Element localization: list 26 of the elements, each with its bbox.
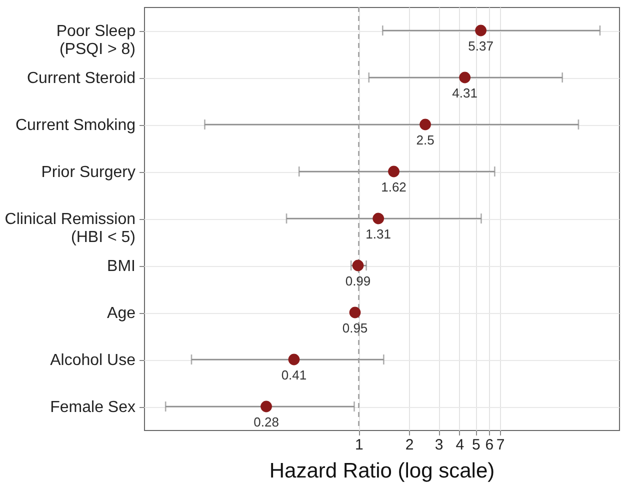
data-label: 2.5 — [416, 132, 434, 148]
data-label: 5.37 — [468, 38, 494, 54]
x-tick-label: 7 — [496, 436, 505, 454]
data-label: 0.99 — [345, 274, 371, 288]
y-tick-label: Prior Surgery — [41, 164, 136, 181]
x-tick-label: 1 — [355, 436, 364, 454]
data-label: 0.95 — [342, 320, 368, 336]
x-tick-label: 4 — [456, 436, 464, 454]
y-tick-label: Female Sex — [50, 399, 136, 416]
data-label: 0.28 — [254, 414, 279, 430]
data-label: 4.31 — [452, 86, 478, 100]
x-tick-label: 5 — [472, 436, 480, 454]
x-tick-label: 6 — [485, 436, 494, 454]
x-tick-label: 2 — [405, 436, 414, 454]
y-tick-label: BMI — [107, 258, 136, 275]
y-tick-label: Poor Sleep (PSQI > 8) — [56, 23, 136, 58]
y-tick-label: Current Smoking — [15, 117, 136, 134]
x-tick-label: 3 — [434, 436, 444, 454]
y-tick-label: Age — [107, 305, 136, 322]
x-axis-title: Hazard Ratio (log scale) — [269, 460, 495, 482]
data-label: 1.62 — [381, 180, 406, 194]
data-label: 1.31 — [366, 226, 391, 242]
y-tick-label: Current Steroid — [27, 70, 136, 87]
data-label: 0.41 — [281, 368, 307, 382]
y-tick-label: Clinical Remission (HBI < 5) — [4, 211, 136, 246]
y-tick-label: Alcohol Use — [50, 352, 136, 369]
